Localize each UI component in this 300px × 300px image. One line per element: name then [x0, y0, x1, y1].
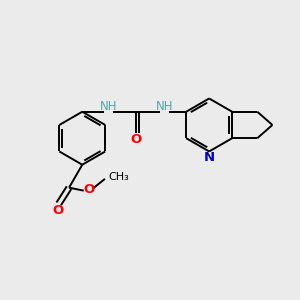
- Text: CH₃: CH₃: [109, 172, 129, 182]
- Text: N: N: [204, 152, 215, 164]
- Text: O: O: [52, 204, 63, 217]
- Text: O: O: [130, 133, 141, 146]
- Text: NH: NH: [156, 100, 174, 113]
- Text: O: O: [83, 183, 95, 196]
- Text: NH: NH: [100, 100, 118, 113]
